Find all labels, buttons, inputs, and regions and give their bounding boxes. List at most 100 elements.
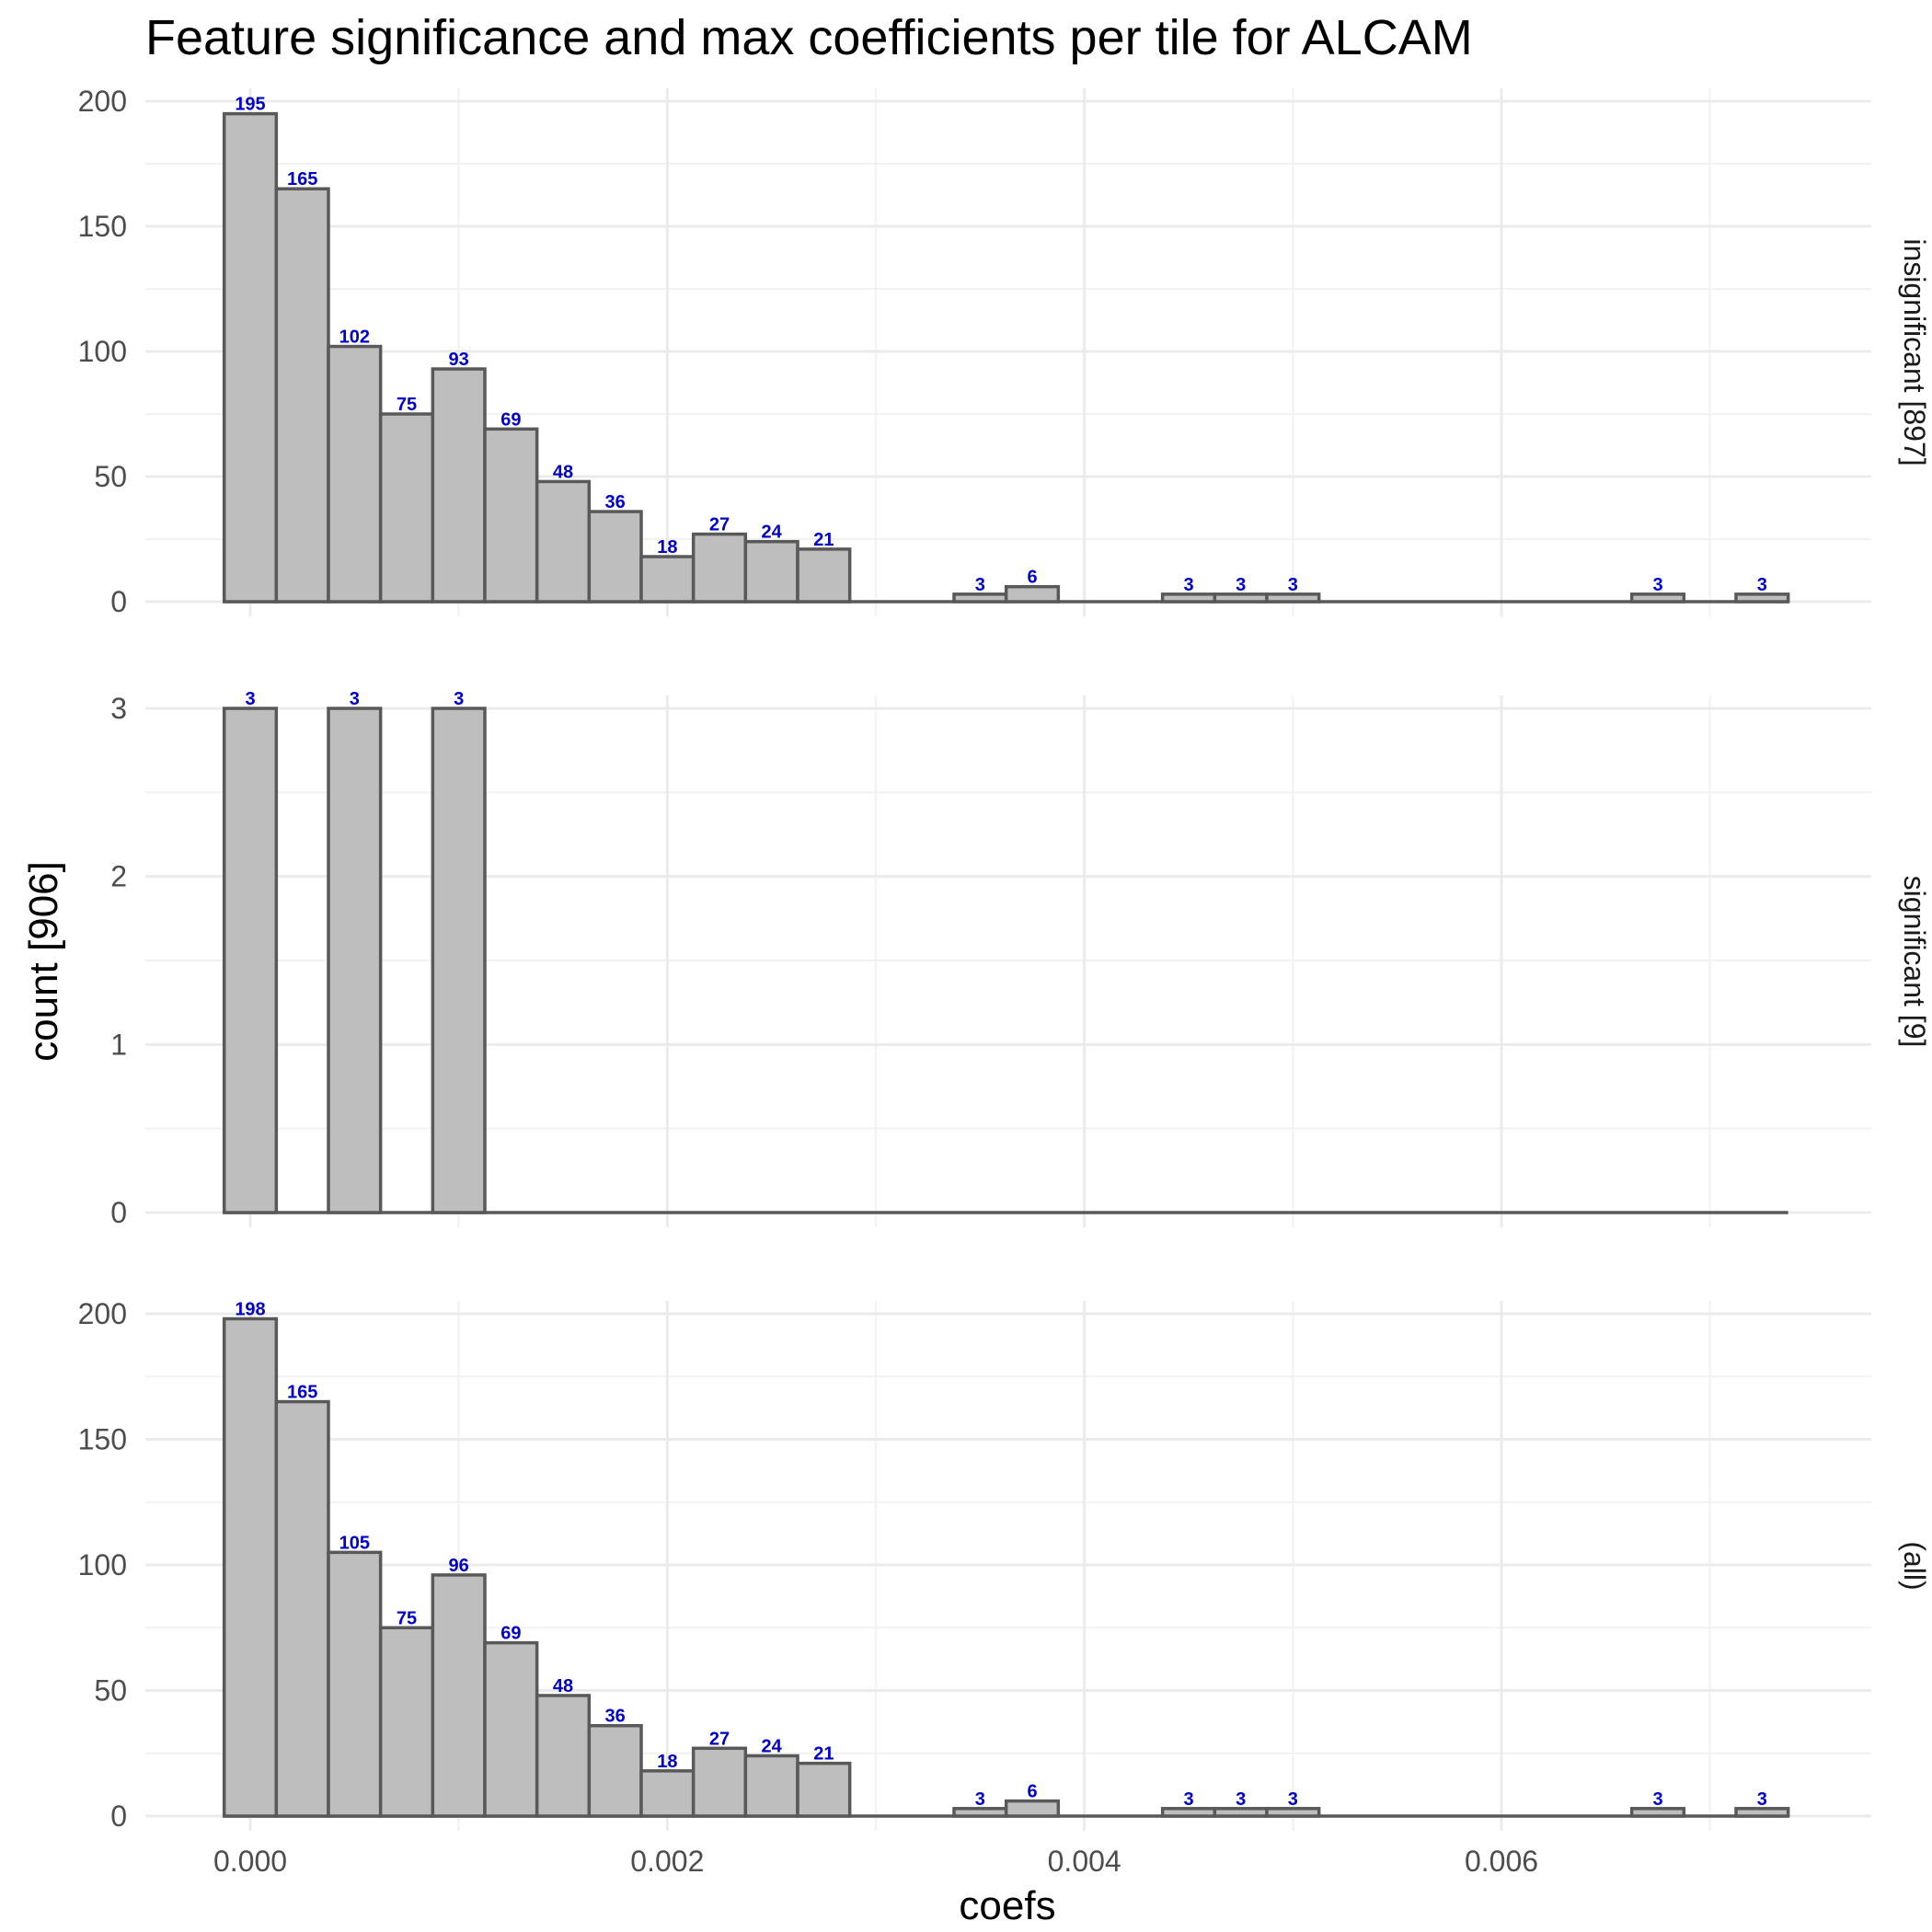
bar-count-label: 3 [975, 575, 985, 595]
histogram-bar [1004, 584, 1061, 604]
bar-count-label: 21 [813, 1744, 834, 1765]
bar-count-label: 3 [245, 689, 255, 709]
x-tick-label: 0.002 [630, 1845, 704, 1878]
y-tick-label: 100 [78, 1548, 127, 1581]
bar-count-label: 165 [287, 1383, 317, 1403]
histogram-bar [1213, 1807, 1269, 1818]
histogram-bar [431, 367, 487, 604]
bar-count-label: 3 [1288, 575, 1298, 595]
bar-count-label: 69 [500, 409, 521, 430]
bar-count-label: 21 [813, 530, 834, 550]
histogram-bar [639, 1769, 696, 1818]
bar-count-label: 3 [1757, 575, 1767, 595]
histogram-bar [378, 1626, 435, 1818]
bar-count-label: 3 [1183, 575, 1193, 595]
bar-count-label: 24 [762, 1736, 783, 1756]
bar-count-label: 3 [975, 1789, 985, 1810]
bar-count-label: 24 [762, 523, 783, 543]
bar-count-label: 96 [449, 1556, 469, 1576]
bar-count-label: 48 [553, 1676, 573, 1696]
histogram-bar [483, 1640, 539, 1818]
y-tick-label: 100 [78, 335, 127, 368]
histogram-bar [535, 1694, 592, 1818]
bar-count-label: 3 [1288, 1789, 1298, 1810]
histogram-bar [1629, 1807, 1686, 1818]
histogram-bar [327, 1550, 383, 1818]
histogram-bar [796, 547, 852, 604]
x-tick-label: 0.004 [1048, 1845, 1121, 1878]
histogram-bar [1265, 592, 1321, 604]
bar-count-label: 3 [1652, 575, 1662, 595]
histogram-bar [431, 707, 487, 1214]
y-tick-label: 3 [110, 692, 127, 725]
bar-count-label: 3 [1236, 575, 1246, 595]
bar-count-label: 3 [350, 689, 360, 709]
histogram-bar [274, 187, 330, 604]
histogram-bar [587, 1723, 643, 1818]
y-tick-label: 200 [78, 85, 127, 118]
histogram-bar [222, 1317, 279, 1818]
histogram-bar [691, 1746, 748, 1818]
histogram-bar [952, 1807, 1008, 1818]
bar-count-label: 3 [1652, 1789, 1662, 1810]
bar-count-label: 102 [339, 328, 370, 348]
chart-title: Feature significance and max coefficient… [145, 10, 1473, 65]
y-tick-label: 50 [94, 460, 127, 493]
bar-count-label: 93 [449, 350, 469, 370]
histogram-bar [222, 707, 279, 1214]
histogram-bar [639, 555, 696, 604]
x-tick-label: 0.006 [1465, 1845, 1538, 1878]
y-tick-label: 150 [78, 210, 127, 243]
facet-strip-label: insignificant [897] [1898, 238, 1931, 466]
facet-strip-label: (all) [1898, 1541, 1931, 1590]
bar-count-label: 75 [397, 1608, 417, 1628]
histogram-bar [952, 592, 1008, 604]
bar-count-label: 165 [287, 169, 317, 190]
histogram-bar [1734, 592, 1790, 604]
histogram-bar [327, 707, 383, 1214]
histogram-bar [691, 532, 748, 604]
bar-count-label: 3 [1183, 1789, 1193, 1810]
y-tick-label: 50 [94, 1674, 127, 1708]
histogram-bar [483, 427, 539, 604]
histogram-bar [1160, 1807, 1217, 1818]
bar-count-label: 195 [235, 95, 265, 115]
histogram-bar [1004, 1799, 1061, 1818]
histogram-bar [431, 1573, 487, 1818]
histogram-bar [1629, 592, 1686, 604]
facet-strip-label: significant [9] [1898, 876, 1931, 1048]
bar-count-label: 6 [1027, 568, 1037, 588]
y-tick-label: 150 [78, 1423, 127, 1456]
bar-count-label: 27 [709, 515, 730, 535]
bar-count-label: 3 [454, 689, 464, 709]
histogram-bar [1213, 592, 1269, 604]
histogram-bar [274, 1399, 330, 1818]
bar-count-label: 75 [397, 395, 417, 415]
histogram-bar [743, 1754, 799, 1818]
bar-count-label: 18 [657, 537, 677, 558]
histogram-bar [222, 111, 279, 604]
bar-count-label: 3 [1757, 1789, 1767, 1810]
bar-count-label: 48 [553, 462, 573, 482]
y-tick-label: 1 [110, 1028, 127, 1061]
bar-count-label: 36 [605, 1707, 626, 1727]
bar-count-label: 105 [339, 1533, 370, 1553]
bar-count-label: 198 [235, 1299, 265, 1319]
bar-count-label: 6 [1027, 1782, 1037, 1802]
histogram-bar [535, 479, 592, 604]
bar-count-label: 36 [605, 492, 626, 512]
y-tick-label: 2 [110, 860, 127, 893]
x-axis-label: coefs [959, 1883, 1056, 1928]
bar-count-label: 27 [709, 1729, 730, 1749]
histogram-bar [327, 344, 383, 604]
histogram-bar [743, 539, 799, 604]
histogram-bar [796, 1761, 852, 1818]
y-tick-label: 0 [110, 1800, 127, 1833]
y-tick-label: 0 [110, 1196, 127, 1229]
histogram-bar [587, 510, 643, 604]
bar-count-label: 69 [500, 1624, 521, 1644]
histogram-bar [1265, 1807, 1321, 1818]
bar-count-label: 3 [1236, 1789, 1246, 1810]
x-tick-label: 0.000 [213, 1845, 287, 1878]
